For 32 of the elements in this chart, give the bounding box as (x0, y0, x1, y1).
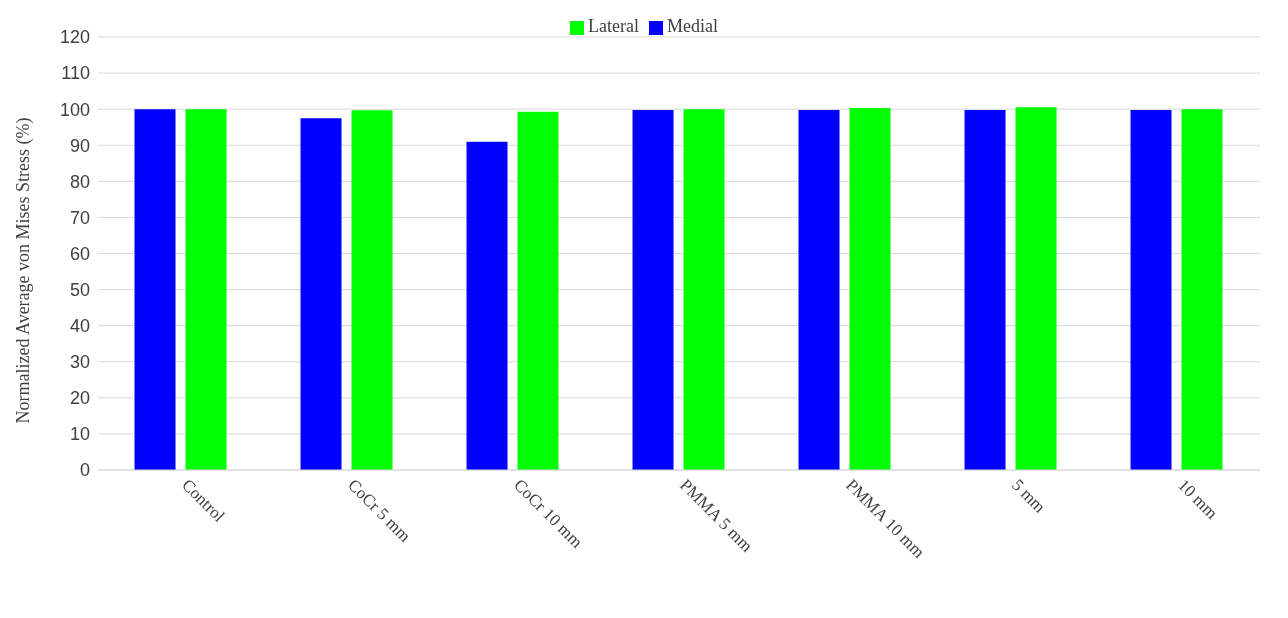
bar (798, 109, 840, 470)
x-tick-label: 5 mm (1008, 475, 1050, 517)
bar (1130, 109, 1172, 470)
y-axis-title: Normalized Average von Mises Stress (%) (13, 117, 35, 424)
x-tick-label: 10 mm (1174, 475, 1222, 523)
y-tick-label: 50 (69, 279, 90, 300)
y-tick-label: 60 (69, 243, 90, 264)
bar (1015, 107, 1057, 470)
bar (185, 109, 227, 470)
y-tick-label: 40 (69, 316, 90, 337)
bar (964, 109, 1006, 470)
bar (517, 111, 559, 470)
y-tick-label: 120 (59, 27, 90, 48)
bar (1181, 109, 1223, 470)
y-tick-label: 80 (69, 171, 90, 192)
bar (632, 109, 674, 470)
legend-label: Medial (666, 16, 718, 36)
y-tick-label: 90 (69, 135, 90, 156)
y-tick-label: 20 (69, 388, 90, 409)
y-tick-label: 100 (59, 99, 90, 120)
bar (134, 109, 176, 470)
y-tick-label: 0 (79, 460, 90, 481)
legend-label: Lateral (588, 16, 639, 36)
y-tick-label: 30 (69, 352, 90, 373)
bar (300, 118, 342, 470)
bar (466, 141, 508, 470)
bar (351, 110, 393, 470)
y-tick-label: 10 (69, 424, 90, 445)
bar (849, 108, 891, 470)
y-tick-label: 70 (69, 207, 90, 228)
y-tick-label: 110 (61, 63, 90, 84)
bar (683, 109, 725, 470)
